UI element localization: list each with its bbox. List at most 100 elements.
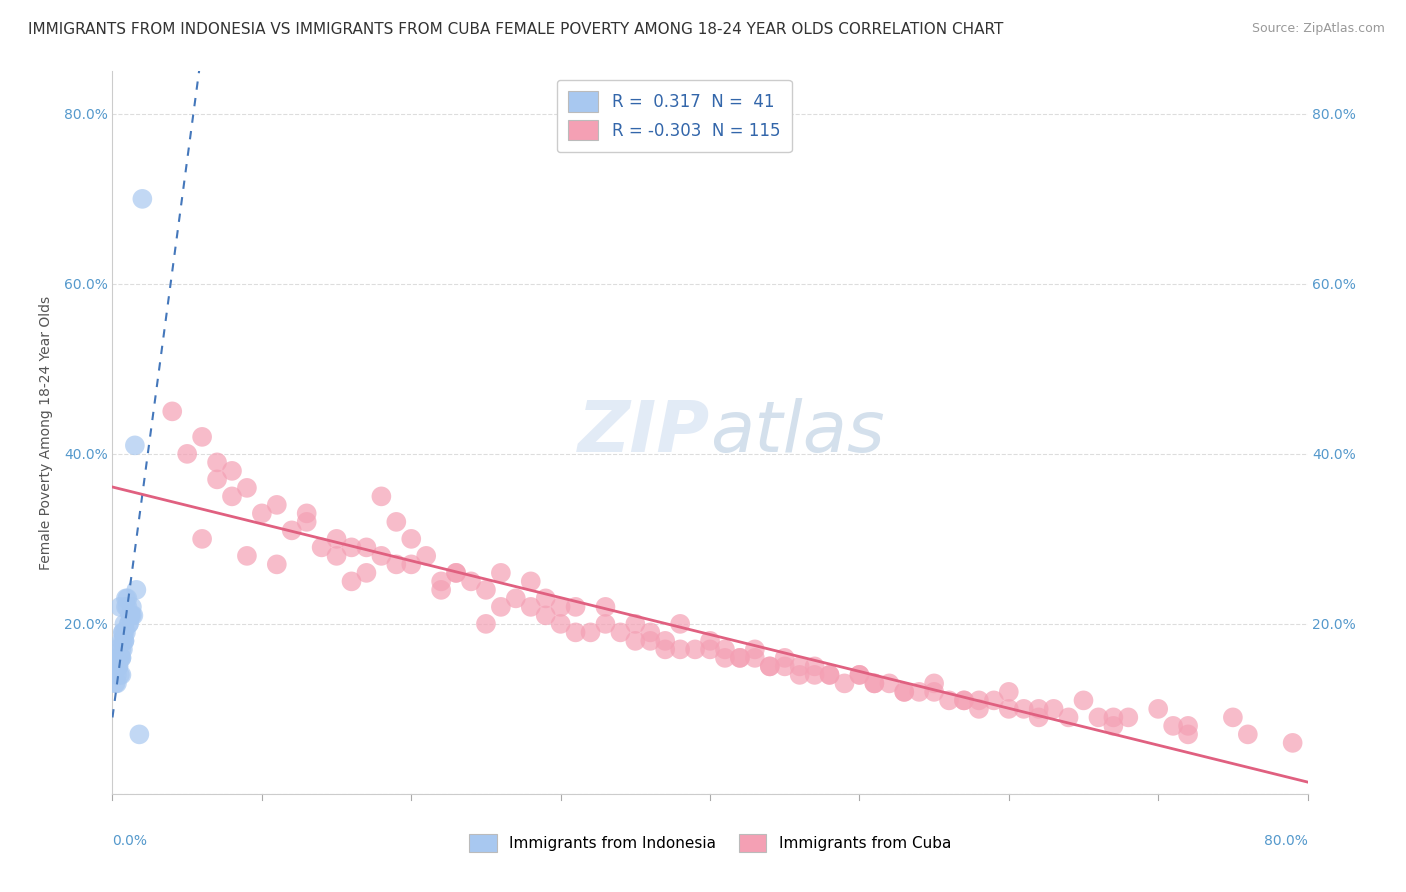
Point [115, 599, 138, 614]
Point [295, 507, 318, 521]
Point [654, 633, 676, 648]
Point [460, 574, 482, 589]
Point [848, 668, 870, 682]
Point [489, 599, 512, 614]
Point [475, 582, 498, 597]
Point [983, 693, 1005, 707]
Point [699, 642, 721, 657]
Point [595, 599, 617, 614]
Point [125, 582, 148, 597]
Point [121, 608, 143, 623]
Point [221, 464, 243, 478]
Point [534, 608, 557, 623]
Point [908, 685, 931, 699]
Point [789, 659, 811, 673]
Point [325, 532, 347, 546]
Point [205, 455, 228, 469]
Point [1102, 710, 1125, 724]
Point [111, 625, 134, 640]
Point [744, 642, 766, 657]
Point [564, 599, 586, 614]
Point [108, 651, 131, 665]
Point [122, 608, 145, 623]
Point [401, 532, 423, 546]
Point [1237, 727, 1260, 741]
Point [564, 625, 586, 640]
Y-axis label: Female Poverty Among 18-24 Year Olds: Female Poverty Among 18-24 Year Olds [38, 295, 52, 570]
Point [205, 472, 228, 486]
Point [654, 642, 676, 657]
Point [117, 599, 139, 614]
Point [1177, 719, 1199, 733]
Point [683, 642, 706, 657]
Point [114, 633, 135, 648]
Text: ZIP: ZIP [578, 398, 710, 467]
Point [489, 566, 512, 580]
Point [550, 599, 572, 614]
Point [1222, 710, 1244, 724]
Point [1147, 702, 1170, 716]
Point [117, 591, 139, 606]
Point [863, 676, 886, 690]
Point [967, 693, 990, 707]
Point [773, 651, 796, 665]
Point [162, 404, 183, 418]
Point [998, 685, 1021, 699]
Point [669, 616, 692, 631]
Point [370, 489, 392, 503]
Point [1118, 710, 1140, 724]
Point [624, 616, 647, 631]
Point [728, 651, 751, 665]
Text: atlas: atlas [710, 398, 884, 467]
Point [108, 651, 131, 665]
Point [107, 659, 129, 673]
Point [311, 541, 333, 555]
Point [281, 524, 304, 538]
Point [108, 599, 131, 614]
Point [1087, 710, 1109, 724]
Point [834, 676, 856, 690]
Point [728, 651, 751, 665]
Point [118, 616, 141, 631]
Point [131, 192, 153, 206]
Point [114, 625, 135, 640]
Point [624, 633, 647, 648]
Point [191, 532, 214, 546]
Point [609, 625, 631, 640]
Point [1177, 727, 1199, 741]
Point [105, 659, 128, 673]
Point [1073, 693, 1095, 707]
Point [236, 481, 259, 495]
Point [1012, 702, 1035, 716]
Point [114, 616, 135, 631]
Point [595, 616, 617, 631]
Point [110, 668, 132, 682]
Point [266, 558, 288, 572]
Point [953, 693, 976, 707]
Point [938, 693, 960, 707]
Point [176, 447, 198, 461]
Point [998, 702, 1021, 716]
Point [520, 599, 543, 614]
Point [221, 489, 243, 503]
Point [922, 685, 945, 699]
Point [236, 549, 259, 563]
Point [107, 651, 129, 665]
Point [430, 574, 453, 589]
Point [879, 676, 901, 690]
Point [1042, 702, 1064, 716]
Point [1102, 719, 1125, 733]
Text: IMMIGRANTS FROM INDONESIA VS IMMIGRANTS FROM CUBA FEMALE POVERTY AMONG 18-24 YEA: IMMIGRANTS FROM INDONESIA VS IMMIGRANTS … [28, 22, 1004, 37]
Point [579, 625, 602, 640]
Point [120, 608, 142, 623]
Point [105, 642, 128, 657]
Point [1028, 702, 1050, 716]
Point [114, 633, 135, 648]
Point [111, 625, 134, 640]
Point [191, 430, 214, 444]
Point [893, 685, 915, 699]
Point [475, 616, 498, 631]
Point [759, 659, 782, 673]
Text: 80.0%: 80.0% [1264, 834, 1308, 847]
Point [444, 566, 467, 580]
